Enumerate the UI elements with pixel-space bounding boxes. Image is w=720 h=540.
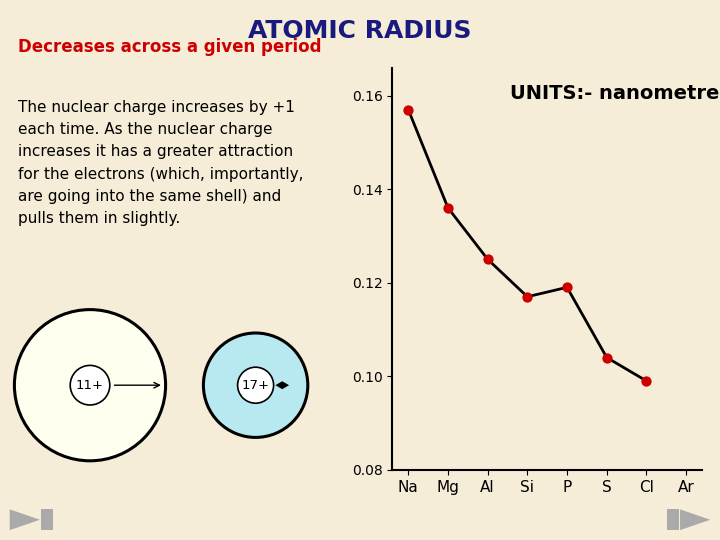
Point [442, 204, 454, 212]
Circle shape [70, 366, 109, 405]
Text: 11+: 11+ [76, 379, 104, 392]
Text: UNITS:- nanometres: UNITS:- nanometres [510, 84, 720, 103]
Text: 17+: 17+ [242, 379, 269, 392]
Polygon shape [275, 381, 289, 389]
Bar [667, 509, 678, 530]
Text: The nuclear charge increases by +1
each time. As the nuclear charge
increases it: The nuclear charge increases by +1 each … [18, 100, 304, 226]
Polygon shape [680, 509, 710, 530]
Point [402, 105, 414, 114]
Text: ATOMIC RADIUS: ATOMIC RADIUS [248, 19, 472, 43]
Point [601, 353, 613, 362]
Bar [42, 509, 53, 530]
Point [521, 292, 533, 301]
Circle shape [238, 367, 274, 403]
Polygon shape [10, 509, 40, 530]
Point [482, 255, 493, 264]
Point [562, 283, 573, 292]
Point [641, 376, 652, 385]
Circle shape [203, 333, 307, 437]
Text: Decreases across a given period: Decreases across a given period [18, 38, 322, 56]
Circle shape [14, 309, 166, 461]
